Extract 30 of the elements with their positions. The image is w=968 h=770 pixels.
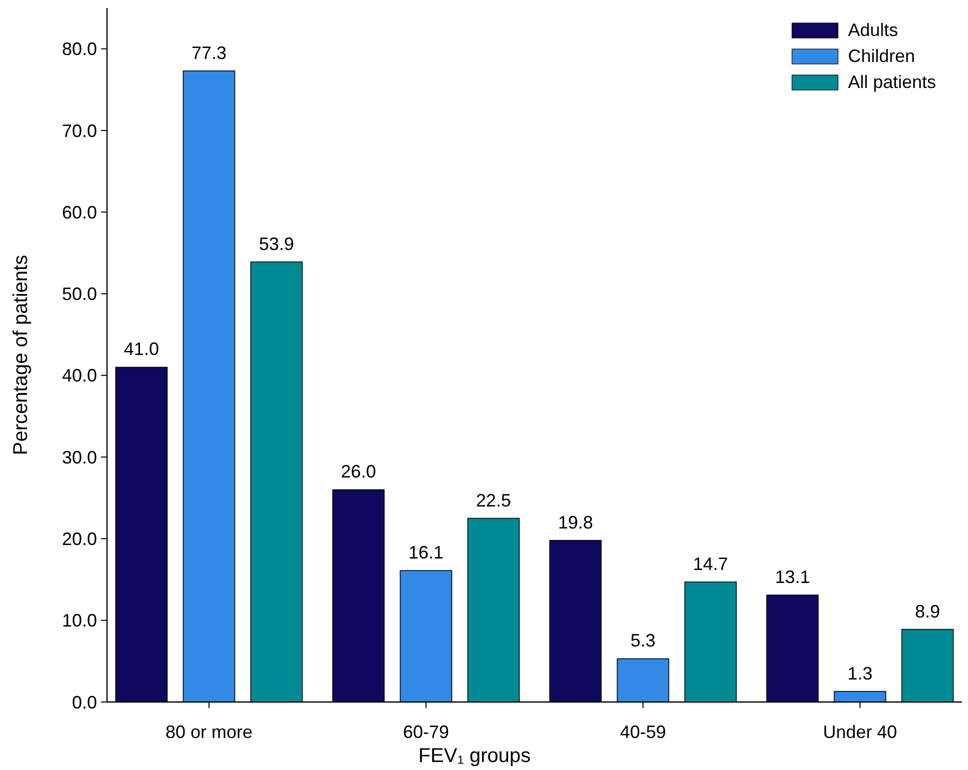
- data-label: 26.0: [340, 462, 376, 482]
- data-label: 19.8: [558, 512, 593, 532]
- y-tick-label: 10.0: [62, 610, 97, 631]
- y-tick-label: 30.0: [62, 447, 97, 468]
- y-tick-label: 40.0: [62, 366, 97, 386]
- y-tick-label: 20.0: [62, 529, 97, 550]
- legend-label: Adults: [848, 20, 898, 40]
- legend-label: Children: [848, 46, 916, 66]
- data-label: 8.9: [915, 601, 940, 622]
- y-axis-title: Percentage of patients: [10, 254, 32, 456]
- data-label: 16.1: [408, 542, 444, 563]
- data-label: 14.7: [693, 554, 728, 574]
- x-tick-label: 40-59: [620, 722, 666, 742]
- x-tick-label: 60-79: [402, 722, 450, 742]
- x-tick-label: 80 or more: [165, 722, 253, 742]
- data-label: 53.9: [259, 234, 294, 254]
- y-tick-label: 80.0: [62, 39, 97, 60]
- data-label: 77.3: [191, 42, 227, 63]
- data-label: 5.3: [630, 630, 656, 651]
- y-tick-label: 60.0: [62, 202, 97, 222]
- x-tick-label: Under 40: [822, 722, 898, 742]
- x-axis-title: FEV₁ groups: [418, 745, 531, 767]
- legend-label: All patients: [848, 72, 936, 92]
- data-label: 13.1: [774, 567, 810, 588]
- y-tick-label: 50.0: [62, 284, 97, 304]
- y-tick-label: 70.0: [62, 120, 97, 141]
- data-label: 22.5: [476, 490, 512, 510]
- data-label: 41.0: [124, 339, 159, 360]
- data-label: 1.3: [847, 663, 873, 684]
- y-tick-label: 0.0: [72, 692, 97, 712]
